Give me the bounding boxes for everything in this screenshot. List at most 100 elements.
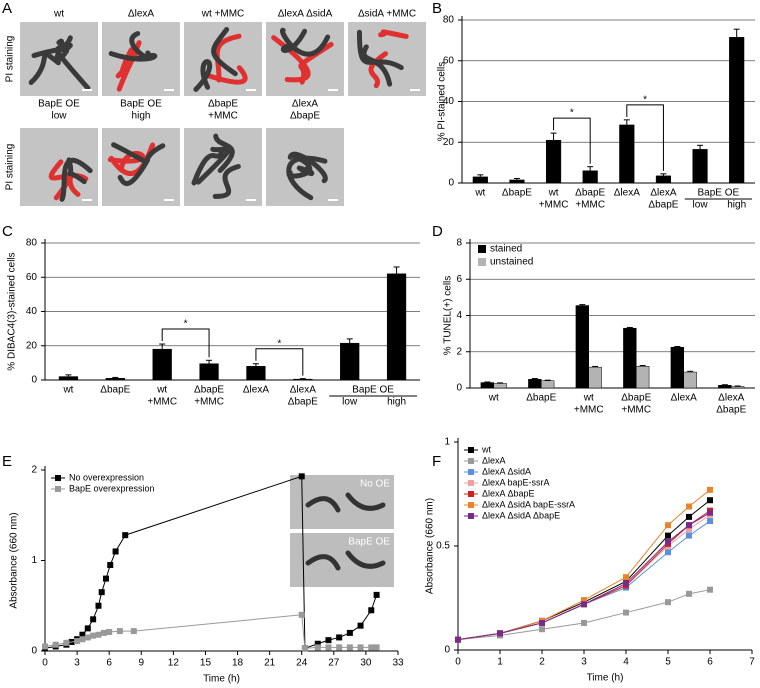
legend-label: ΔlexA ΔsidA ΔbapE [482, 510, 560, 520]
image-label: ΔlexA ΔsidA [278, 9, 333, 20]
data-point [98, 589, 105, 596]
x-tick-label: 21 [264, 658, 276, 669]
bar [509, 179, 525, 184]
bar [528, 379, 542, 389]
y-tick-label: 2 [31, 465, 37, 476]
y-tick-label: 1 [444, 437, 450, 448]
cell [31, 42, 73, 59]
x-tick-label: ΔlexA [718, 393, 744, 404]
x-tick-label: ΔbapE [100, 385, 130, 396]
cell [286, 153, 313, 179]
y-tick-label: 40 [26, 306, 38, 317]
panel-label: D [432, 223, 443, 240]
bar [731, 386, 745, 389]
x-tick-label: 2 [539, 657, 545, 668]
significance-bracket [255, 348, 304, 376]
bar [199, 363, 219, 381]
data-point [581, 601, 587, 608]
legend-label: ΔlexA bapE-ssrA [482, 477, 550, 487]
x-tick-label: 33 [392, 658, 404, 669]
x-tick-label: 3 [74, 658, 80, 669]
legend-marker [468, 491, 474, 497]
data-point [623, 574, 629, 581]
data-point [581, 619, 587, 626]
legend-label: ΔlexA [482, 455, 506, 465]
image-label: ΔsidA +MMC [358, 9, 416, 20]
data-point [665, 522, 671, 529]
data-point [368, 607, 375, 614]
x-tick-label: ΔbapE [526, 393, 556, 404]
x-tick-label: 6 [106, 658, 112, 669]
cell [368, 51, 389, 89]
data-point [539, 619, 545, 626]
significance-bracket [626, 104, 664, 171]
legend-marker [468, 480, 474, 486]
y-tick-label: 8 [456, 238, 462, 249]
cell [111, 142, 166, 164]
cell [28, 51, 61, 85]
significance-bracket [553, 117, 591, 164]
legend-label: ΔlexA ΔsidA [482, 466, 531, 476]
data-point [130, 628, 137, 635]
bar [582, 170, 598, 184]
row-label: PI staining [5, 36, 16, 83]
image-label: wt [53, 9, 64, 20]
data-point [107, 562, 114, 569]
image-label: BapE OE [120, 99, 162, 110]
x-tick-label: 0 [455, 657, 461, 668]
data-point [314, 644, 321, 651]
x-tick-label: 3 [581, 657, 587, 668]
data-point [539, 626, 545, 633]
bar [472, 176, 488, 184]
data-point [102, 575, 109, 582]
panel-label: B [432, 0, 442, 17]
cell [296, 165, 315, 176]
legend-label: ΔlexA ΔsidA bapE-ssrA [482, 499, 575, 509]
x-tick-label: +MMC [147, 397, 177, 408]
x-tick-label: ΔbapE [621, 393, 651, 404]
image-label: wt +MMC [201, 9, 245, 20]
data-point [707, 497, 713, 504]
x-tick-label: wt [583, 393, 594, 404]
data-point [686, 522, 692, 529]
data-point [84, 625, 91, 632]
x-tick-label: high [387, 397, 406, 408]
data-point [623, 609, 629, 616]
significance-label: * [570, 108, 574, 119]
data-point [336, 644, 343, 651]
x-tick-label: low [342, 397, 358, 408]
y-tick-label: 80 [26, 238, 38, 249]
bar [718, 385, 732, 389]
y-tick-label: 0 [31, 646, 37, 657]
data-point [95, 631, 102, 638]
x-tick-label: ΔbapE [194, 385, 224, 396]
data-point [106, 628, 113, 635]
significance-label: * [277, 338, 281, 349]
cell [213, 133, 235, 174]
x-tick-label: ΔbapE [716, 405, 746, 416]
data-point [63, 639, 70, 646]
bar [623, 327, 637, 389]
x-tick-label: 18 [232, 658, 244, 669]
data-point [368, 644, 375, 651]
x-tick-label: ΔbapE [648, 200, 678, 211]
cell [279, 27, 331, 57]
y-tick-label: 60 [443, 55, 455, 66]
data-point [707, 586, 713, 593]
bar [152, 348, 172, 381]
y-axis-label: Absorbance (660 nm) [9, 512, 20, 608]
x-tick-label: 1 [497, 657, 503, 668]
x-tick-label: low [693, 200, 709, 211]
x-tick-label: wt [488, 393, 499, 404]
y-tick-label: 0 [448, 178, 454, 189]
x-tick-label: ΔlexA [290, 385, 316, 396]
y-axis-label: % DIBAC4(3)-stained cells [7, 252, 18, 370]
legend-swatch [478, 258, 486, 266]
data-point [90, 616, 97, 623]
data-point [357, 622, 364, 629]
cell [361, 44, 393, 87]
cell [108, 51, 158, 62]
data-point [357, 644, 364, 651]
data-point [298, 473, 305, 480]
legend-marker [55, 475, 61, 481]
